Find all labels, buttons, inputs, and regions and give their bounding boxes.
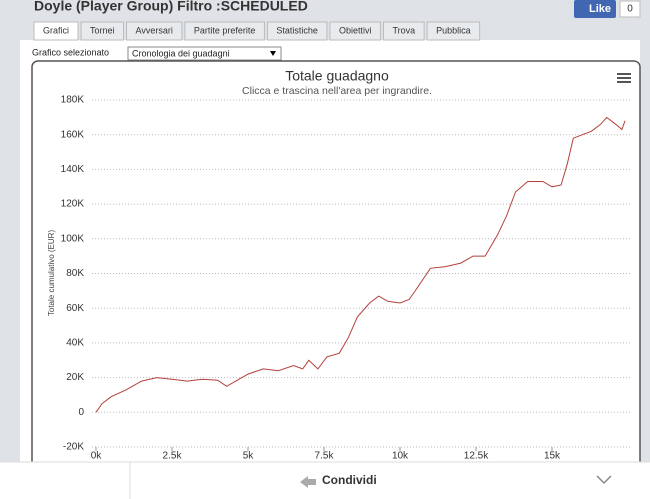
- selector[interactable]: [127, 46, 282, 61]
- share-icon: [300, 476, 316, 488]
- x-tick-label: 15k: [544, 451, 561, 462]
- tab[interactable]: [184, 21, 265, 41]
- like-button[interactable]: [574, 0, 616, 18]
- tab-label: Statistiche: [276, 25, 318, 35]
- plot: -20K 0 20K 40K 60K 80K 100K 120K 140K 160K 180K 0k 2…: [61, 95, 630, 462]
- footer: [0, 462, 650, 499]
- tab[interactable]: [266, 21, 328, 41]
- like-count: 0: [627, 4, 633, 15]
- selector-label: Grafico selezionato: [32, 47, 109, 57]
- tab-label: Obiettivi: [339, 25, 372, 35]
- x-tick-label: 12.5k: [464, 451, 489, 462]
- y-tick-label: 40K: [66, 338, 84, 349]
- tab[interactable]: [329, 21, 381, 41]
- y-tick-label: 20K: [66, 372, 84, 383]
- tab-label: Trova: [392, 25, 415, 35]
- tab[interactable]: [33, 21, 79, 41]
- tab[interactable]: [426, 21, 481, 41]
- y-tick-label: 100K: [61, 233, 85, 244]
- selector-value: Cronologia dei guadagni: [132, 48, 230, 58]
- chart-box: [31, 60, 641, 472]
- y-tick-label: 80K: [66, 268, 84, 279]
- share-button[interactable]: Condividi: [322, 473, 377, 487]
- y-tick-label: 120K: [61, 199, 85, 210]
- y-tick-label: 140K: [61, 164, 85, 175]
- tab-label: Grafici: [43, 25, 69, 35]
- chart-subtitle: Clicca e trascina nell'area per ingrandi…: [242, 85, 432, 97]
- tab-label: Avversari: [136, 25, 173, 35]
- like-label: Like: [589, 3, 611, 15]
- page-title: Doyle (Player Group) Filtro :SCHEDULED: [34, 0, 308, 14]
- tab[interactable]: [126, 21, 183, 41]
- menu-icon[interactable]: [617, 73, 631, 83]
- y-axis-label: Totale cumulativo (EUR): [47, 230, 56, 317]
- chart-title: Totale guadagno: [285, 68, 389, 84]
- tab[interactable]: [80, 21, 125, 41]
- x-tick-label: 7.5k: [315, 451, 335, 462]
- x-tick-label: 2.5k: [163, 451, 183, 462]
- chevron[interactable]: [596, 475, 612, 485]
- y-tick-label: 60K: [66, 303, 84, 314]
- tab[interactable]: [382, 21, 425, 41]
- y-tick-label: 180K: [61, 95, 85, 106]
- y-tick-label: -20K: [63, 442, 84, 453]
- x-tick-label: 0k: [91, 451, 103, 462]
- tab-label: Partite preferite: [194, 25, 256, 35]
- tabs: Grafici Tornei Avversari Partite preferite S…: [33, 21, 481, 41]
- tab-label: Tornei: [90, 25, 115, 35]
- x-tick-label: 10k: [392, 451, 409, 462]
- y-tick-label: 160K: [61, 129, 85, 140]
- tab-label: Pubblica: [436, 25, 471, 35]
- like-count-box: [619, 0, 641, 18]
- x-tick-label: 5k: [243, 451, 255, 462]
- dropdown-arrow: [270, 51, 276, 56]
- y-tick-label: 0: [78, 407, 84, 418]
- line-series: [95, 116, 626, 413]
